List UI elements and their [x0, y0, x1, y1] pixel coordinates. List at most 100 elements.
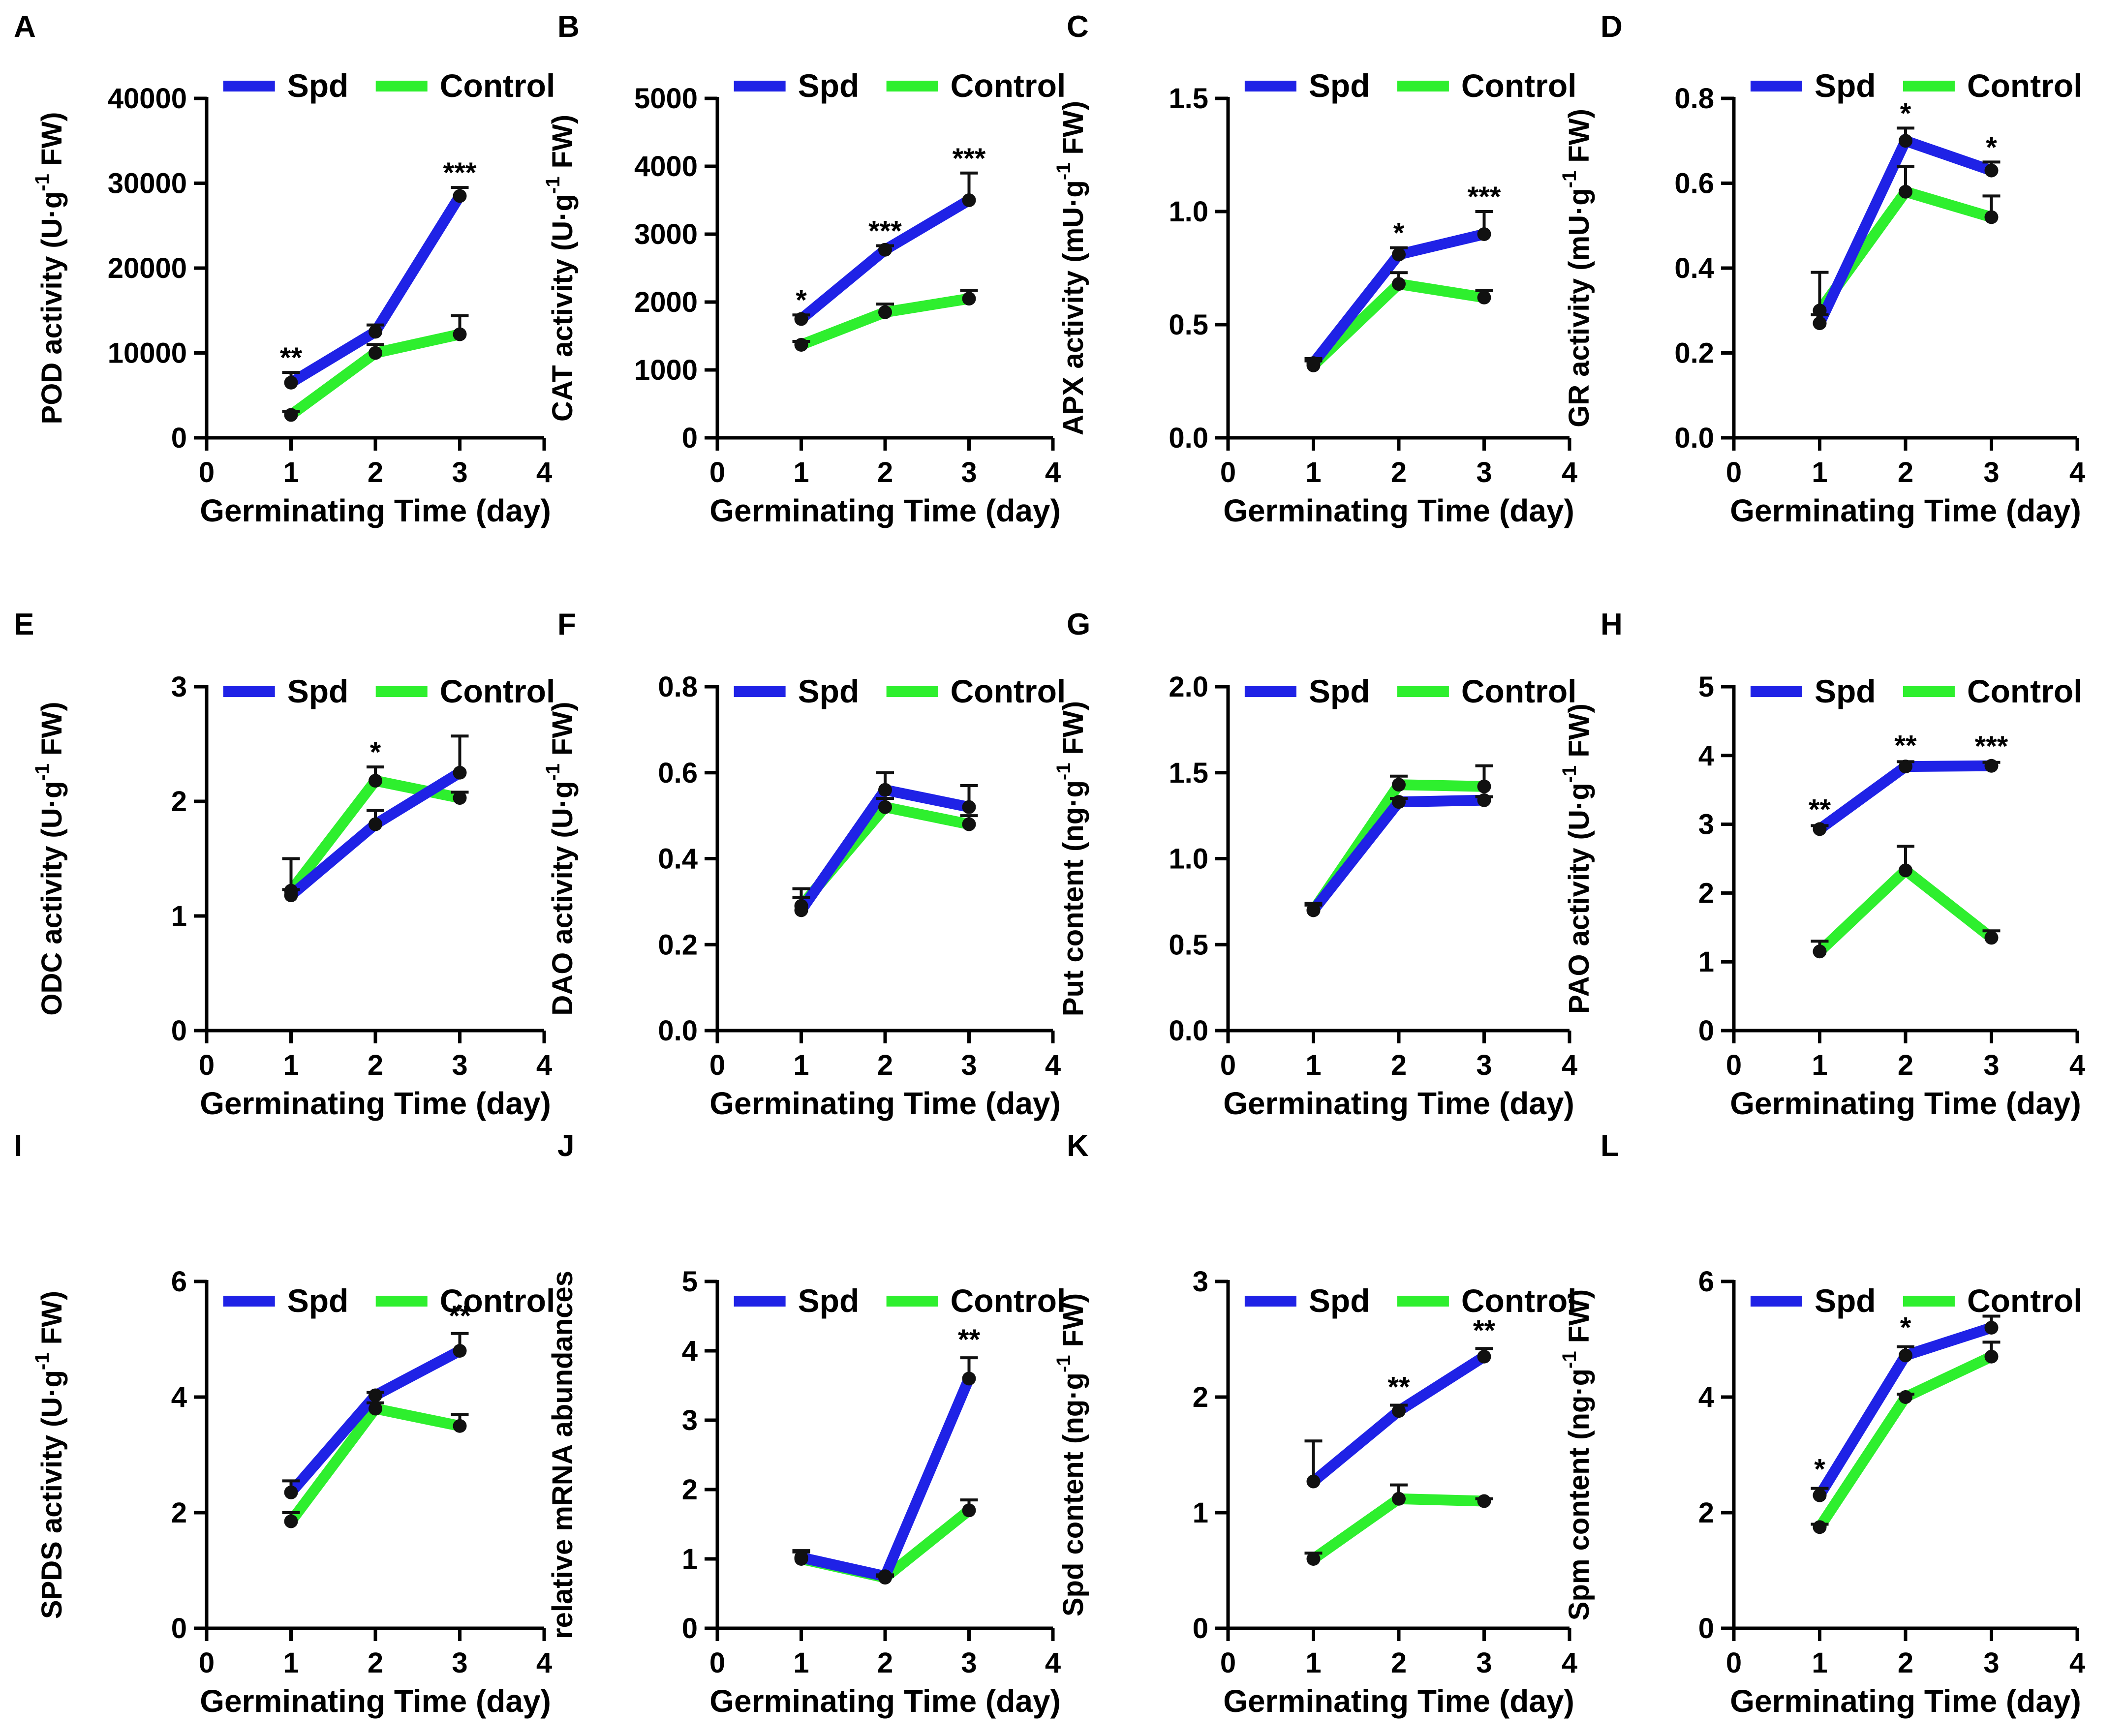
- legend-label-spd: Spd: [798, 67, 860, 104]
- legend-label-control: Control: [440, 1282, 555, 1319]
- y-axis-title-main: GR activity (mU·g: [1563, 188, 1595, 427]
- data-point-spd: [878, 783, 892, 797]
- x-tick-label: 1: [793, 1647, 809, 1679]
- x-tick-label: 1: [1812, 1647, 1827, 1679]
- x-tick-label: 1: [283, 457, 299, 488]
- data-point-control: [453, 327, 467, 341]
- x-tick-label: 2: [877, 1647, 893, 1679]
- legend-label-control: Control: [440, 673, 555, 709]
- y-axis-title: POD activity (U·g-1 FW): [31, 112, 68, 425]
- y-tick-label: 0: [171, 1015, 187, 1047]
- y-tick-label: 0: [1698, 1015, 1714, 1047]
- x-tick-label: 4: [536, 1049, 552, 1081]
- legend: Spd Control: [734, 1282, 1066, 1319]
- data-point-control: [1984, 210, 1999, 224]
- y-axis-title-main: relative mRNA abundances: [547, 1271, 579, 1639]
- significance-marker: **: [1473, 1314, 1496, 1346]
- y-axis-title-main: ODC activity (U·g: [36, 781, 68, 1016]
- x-tick-label: 3: [452, 457, 467, 488]
- x-tick-label: 3: [961, 457, 977, 488]
- y-axis-title-main: APX activity (mU·g: [1057, 180, 1089, 435]
- y-tick-label: 5: [1698, 671, 1714, 703]
- y-tick-label: 0.8: [1674, 83, 1714, 115]
- significance-marker: **: [1809, 794, 1831, 826]
- legend-label-spd: Spd: [1815, 67, 1876, 104]
- y-tick-label: 5: [682, 1266, 698, 1298]
- y-tick-label: 1.5: [1169, 757, 1208, 789]
- y-axis-title-tail: FW): [1563, 109, 1595, 171]
- x-tick-label: 4: [1562, 457, 1577, 488]
- data-point-spd: [1984, 163, 1999, 178]
- y-tick-label: 3: [171, 671, 187, 703]
- y-axis-title-sup: -1: [31, 763, 53, 781]
- panel-i: I 0 2 4 6 0 1 2 3 4 Germinating Time (day) SPDS act…: [14, 1129, 555, 1719]
- significance-marker: *: [1900, 97, 1911, 129]
- x-axis-title: Germinating Time (day): [200, 1086, 551, 1121]
- legend-label-control: Control: [1461, 67, 1577, 104]
- panel-label: A: [14, 10, 36, 44]
- data-point-spd: [962, 193, 976, 207]
- data-point-spd: [878, 1569, 892, 1584]
- series-line-spd: [1309, 794, 1484, 914]
- x-tick-label: 2: [368, 1647, 383, 1679]
- data-point-spd: [1306, 903, 1321, 917]
- y-tick-label: 3: [682, 1404, 698, 1436]
- y-tick-label: 0.4: [1674, 252, 1714, 284]
- x-axis-title: Germinating Time (day): [1223, 1683, 1574, 1719]
- legend: Spd Control: [1750, 673, 2083, 709]
- y-tick-label: 1: [1193, 1497, 1208, 1529]
- y-tick-label: 0: [171, 1613, 187, 1645]
- legend: Spd Control: [734, 673, 1066, 709]
- x-tick-label: 4: [2069, 1647, 2085, 1679]
- data-point-spd: [1477, 227, 1491, 241]
- data-point-spd: [284, 888, 298, 903]
- legend: Spd Control: [734, 67, 1066, 104]
- data-point-spd: [369, 1388, 382, 1402]
- series-line-control: [1815, 185, 1993, 314]
- data-point-spd: [453, 1344, 467, 1358]
- y-tick-label: 0.2: [658, 929, 698, 961]
- x-tick-label: 3: [1983, 1647, 1999, 1679]
- x-axis-title: Germinating Time (day): [200, 493, 551, 528]
- data-point-control: [1306, 1552, 1321, 1566]
- y-tick-label: 6: [171, 1266, 187, 1298]
- data-point-spd: [453, 189, 467, 203]
- panel-l: L 0 2 4 6 0 1 2 3 4 Germinating Time (day) Spm cont…: [1559, 1129, 2085, 1719]
- data-point-control: [962, 1503, 976, 1518]
- data-point-spd: [1813, 316, 1827, 331]
- data-point-control: [369, 774, 382, 788]
- legend-label-spd: Spd: [287, 1282, 349, 1319]
- y-tick-label: 3: [1193, 1266, 1208, 1298]
- x-tick-label: 1: [283, 1049, 299, 1081]
- x-tick-label: 2: [1898, 457, 1913, 488]
- data-point-control: [878, 305, 892, 319]
- data-point-spd: [794, 1551, 808, 1565]
- significance-marker: **: [958, 1324, 981, 1356]
- x-tick-label: 3: [1476, 1647, 1492, 1679]
- y-tick-label: 4: [1698, 740, 1714, 772]
- data-point-spd: [1899, 760, 1912, 774]
- data-point-spd: [1984, 759, 1999, 773]
- y-axis-title-main: Spd content (ng·g: [1057, 1372, 1089, 1616]
- data-point-spd: [369, 325, 382, 339]
- data-point-spd: [1477, 793, 1491, 807]
- data-point-control: [1984, 931, 1999, 945]
- panel-label: F: [557, 608, 576, 641]
- x-tick-label: 4: [536, 457, 552, 488]
- data-point-control: [1813, 1520, 1827, 1534]
- significance-marker: *: [796, 284, 807, 316]
- data-point-control: [1899, 184, 1912, 199]
- x-tick-label: 4: [536, 1647, 552, 1679]
- legend-label-control: Control: [951, 673, 1066, 709]
- data-point-spd: [1392, 1404, 1406, 1418]
- data-point-spd: [1392, 795, 1406, 809]
- y-axis-title: DAO activity (U·g-1 FW): [542, 701, 579, 1015]
- x-tick-label: 0: [1220, 457, 1236, 488]
- significance-marker: **: [449, 1300, 471, 1332]
- significance-marker: *: [1900, 1311, 1911, 1343]
- y-axis-title-sup: -1: [1559, 765, 1580, 783]
- panel-label: B: [557, 10, 580, 44]
- y-tick-label: 1.0: [1169, 843, 1208, 875]
- panel-e: E 0 1 2 3 0 1 2 3 4 Germinating Time (day) ODC acti…: [14, 608, 555, 1121]
